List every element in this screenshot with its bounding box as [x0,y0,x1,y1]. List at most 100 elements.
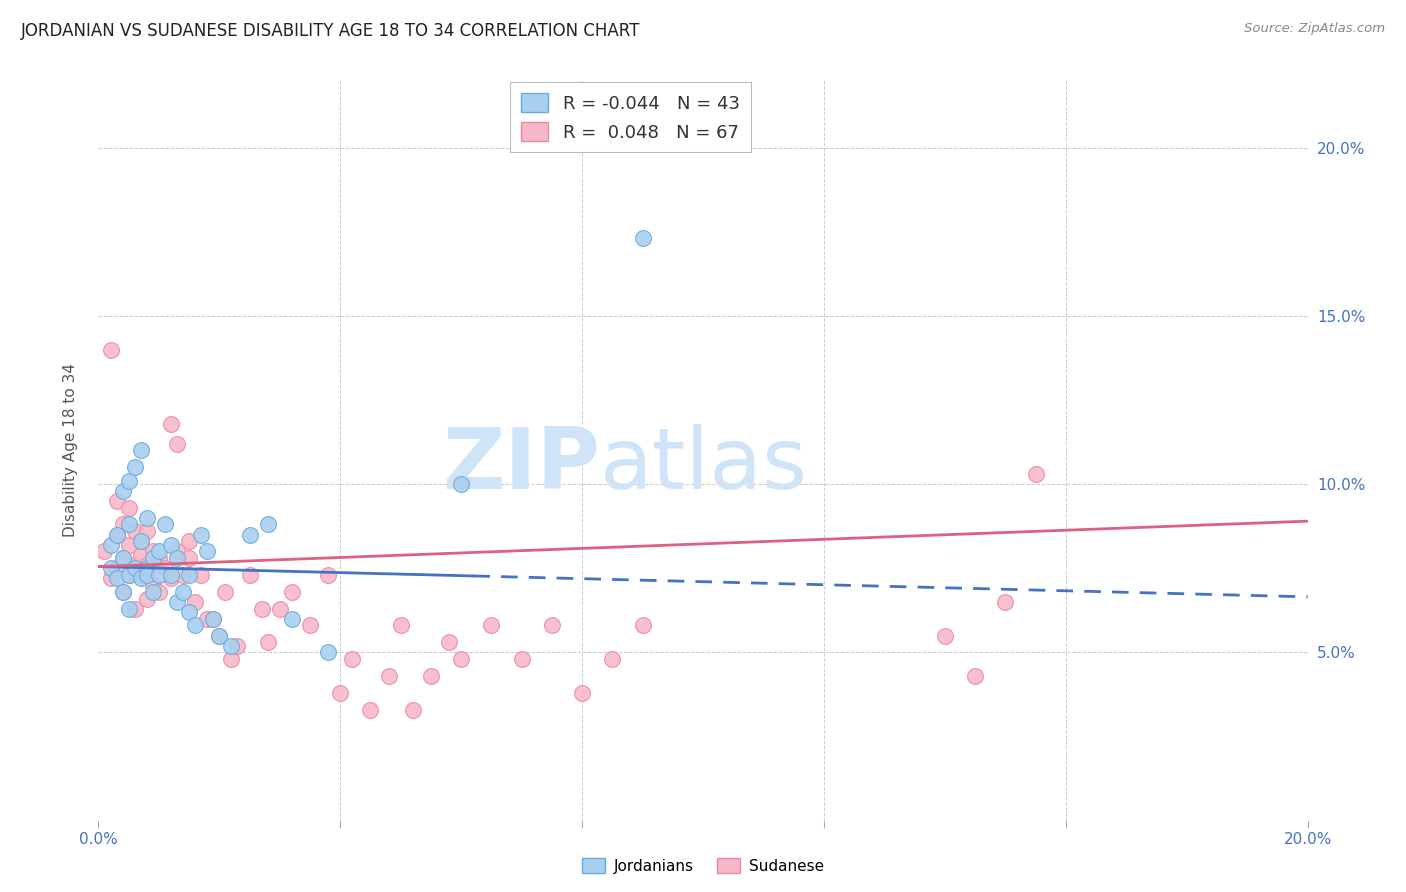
Text: ZIP: ZIP [443,424,600,507]
Point [179,568,201,582]
Point [111,551,134,566]
Point [124,601,146,615]
Point [124,524,146,539]
Point [250,601,273,615]
Point [221,652,243,666]
Point [118,601,141,615]
Point [124,558,146,572]
Point [129,443,152,458]
Point [437,635,460,649]
Point [118,538,141,552]
Point [299,618,322,632]
Point [129,571,152,585]
Point [118,568,141,582]
Point [100,538,122,552]
Point [160,417,183,431]
Point [172,568,194,582]
Point [166,544,188,558]
Point [153,561,176,575]
Point [160,538,183,552]
Point [208,628,231,642]
Point [166,595,188,609]
Point [142,584,165,599]
Point [135,558,157,572]
Point [179,551,201,566]
Point [281,612,304,626]
Point [118,568,141,582]
Point [377,669,399,683]
Point [540,618,562,632]
Point [118,474,141,488]
Y-axis label: Disability Age 18 to 34: Disability Age 18 to 34 [63,363,77,538]
Point [135,561,157,575]
Point [571,686,593,700]
Point [105,571,128,585]
Point [1024,467,1046,481]
Point [129,548,152,562]
Point [129,534,152,549]
Point [111,584,134,599]
Point [148,584,170,599]
Point [118,517,141,532]
Point [105,561,128,575]
Point [160,568,183,582]
Point [100,343,122,357]
Point [190,527,212,541]
Point [631,231,654,245]
Point [172,584,194,599]
Point [360,703,382,717]
Point [389,618,412,632]
Point [602,652,624,666]
Point [450,652,472,666]
Point [100,561,122,575]
Point [256,517,278,532]
Point [148,551,170,566]
Point [184,595,207,609]
Point [269,601,291,615]
Point [226,639,249,653]
Point [195,544,218,558]
Point [239,527,262,541]
Point [420,669,443,683]
Point [281,584,304,599]
Point [111,584,134,599]
Point [124,460,146,475]
Point [195,612,218,626]
Point [100,571,122,585]
Point [631,618,654,632]
Point [142,578,165,592]
Point [184,618,207,632]
Point [135,568,157,582]
Point [202,612,225,626]
Point [93,544,115,558]
Text: JORDANIAN VS SUDANESE DISABILITY AGE 18 TO 34 CORRELATION CHART: JORDANIAN VS SUDANESE DISABILITY AGE 18 … [21,22,641,40]
Point [316,568,339,582]
Point [934,628,956,642]
Point [105,527,128,541]
Point [510,652,533,666]
Point [221,639,243,653]
Point [965,669,987,683]
Point [190,568,212,582]
Text: atlas: atlas [600,424,808,507]
Point [135,510,157,524]
Point [342,652,364,666]
Point [153,517,176,532]
Text: Source: ZipAtlas.com: Source: ZipAtlas.com [1244,22,1385,36]
Point [148,544,170,558]
Point [111,551,134,566]
Point [135,591,157,606]
Point [481,618,503,632]
Point [316,645,339,659]
Point [111,517,134,532]
Point [111,483,134,498]
Point [239,568,262,582]
Point [129,568,152,582]
Point [179,605,201,619]
Point [135,524,157,539]
Point [160,571,183,585]
Point [166,551,188,566]
Point [118,500,141,515]
Legend: R = -0.044   N = 43, R =  0.048   N = 67: R = -0.044 N = 43, R = 0.048 N = 67 [510,82,751,153]
Point [105,494,128,508]
